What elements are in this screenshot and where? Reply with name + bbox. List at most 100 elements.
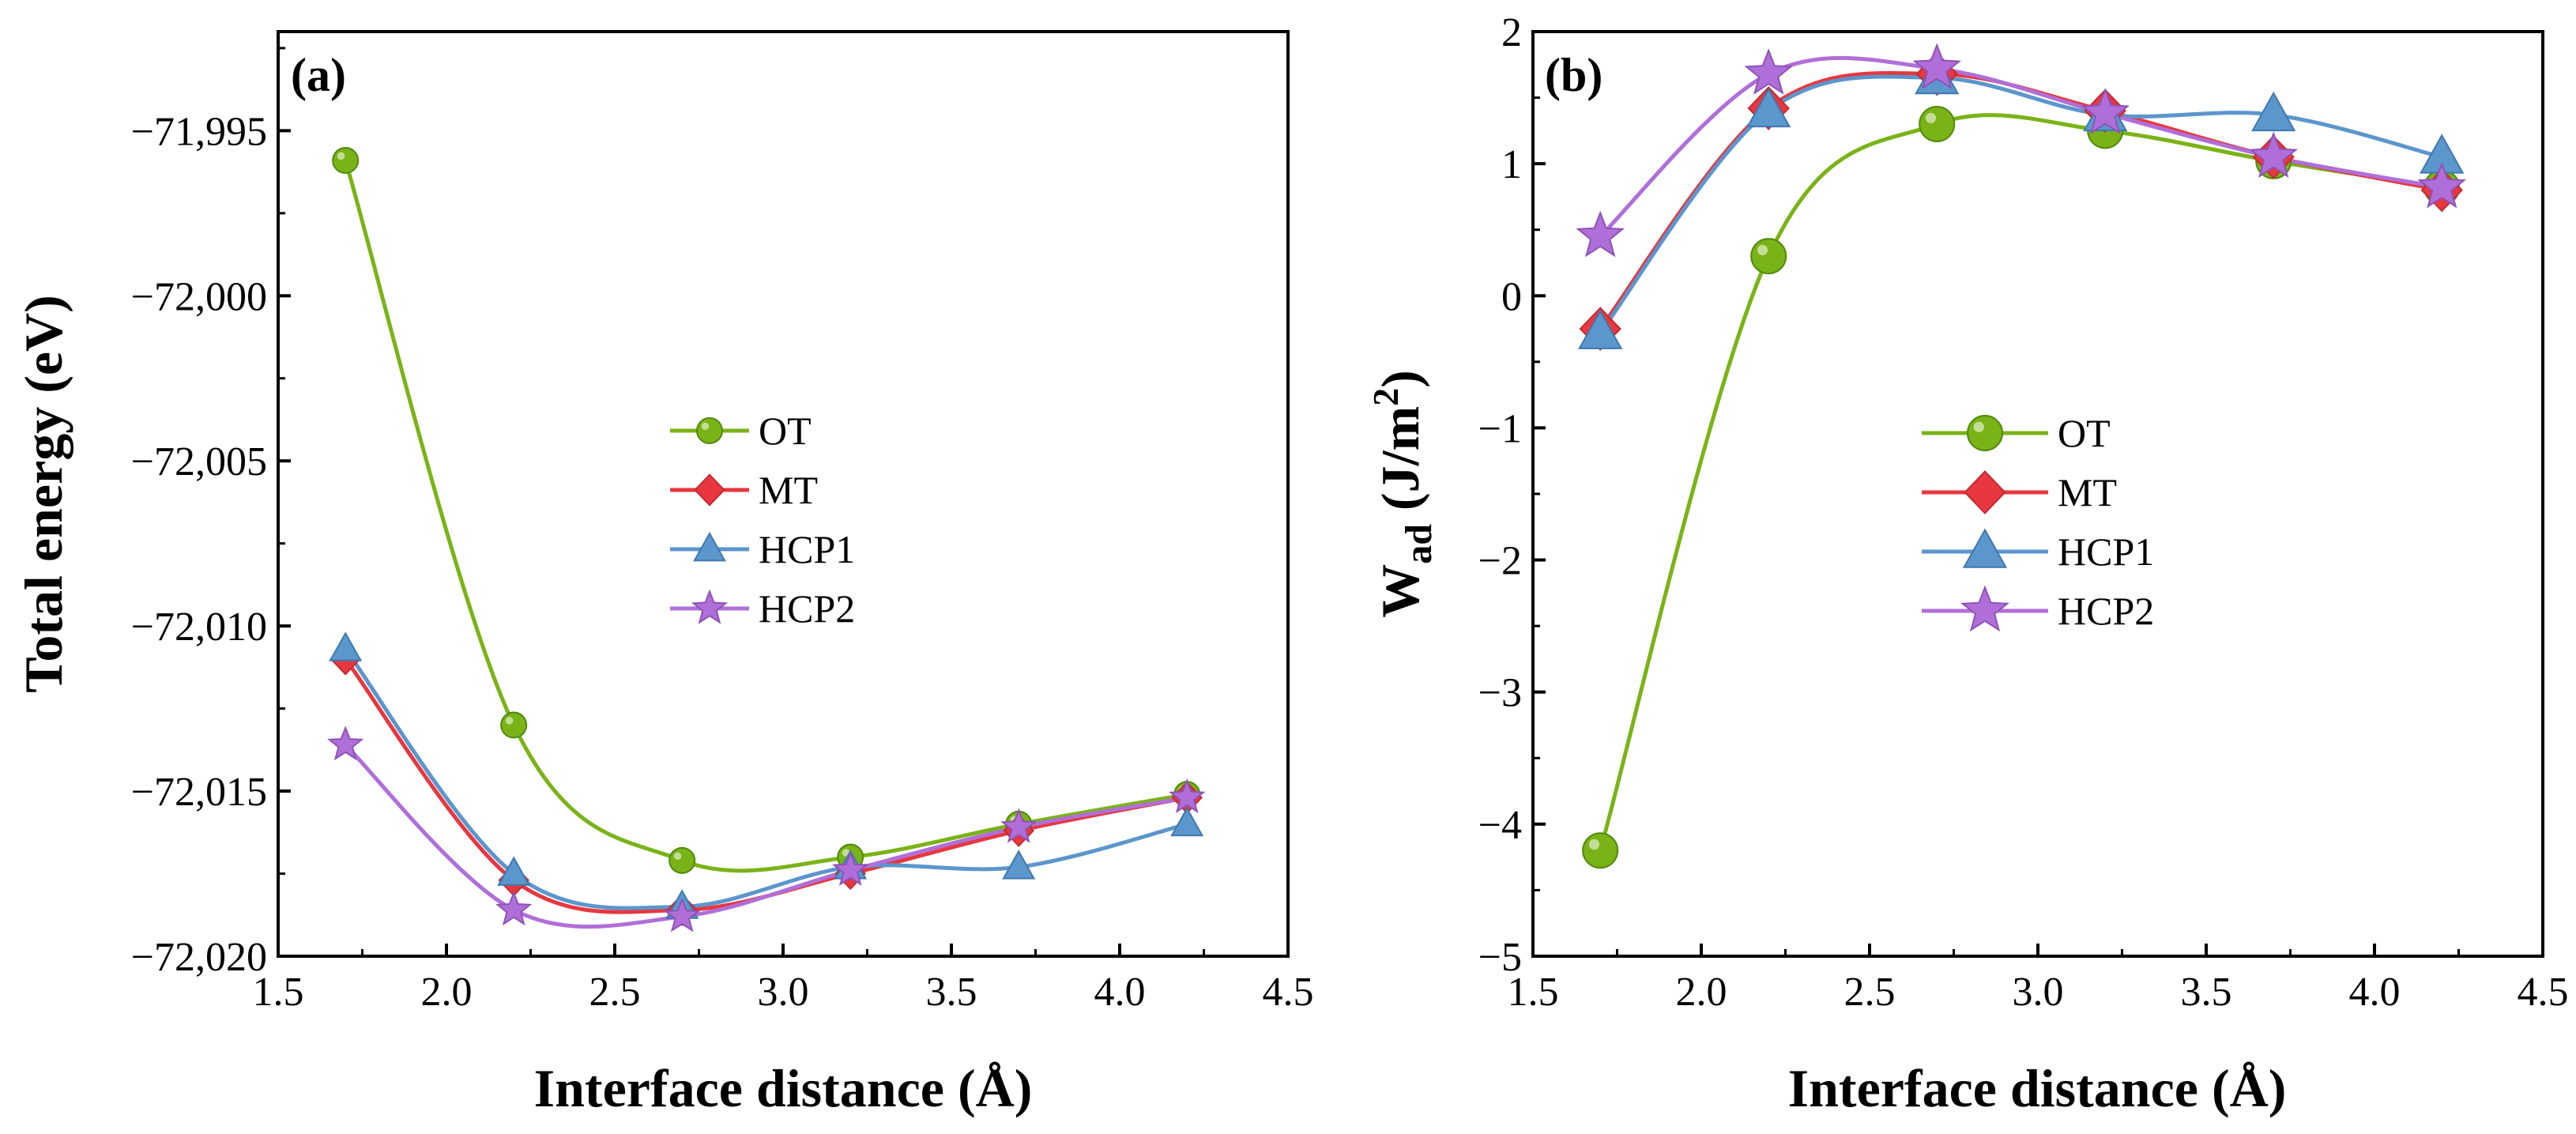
panel-a-y-axis-title: Total energy (eV) [13,295,73,693]
hcp2-point-1 [1744,48,1794,95]
y-tick-label-0: −72,020 [131,935,267,980]
hcp1-point-1 [1746,87,1791,128]
panel-a-x-axis-title: Interface distance (Å) [534,1058,1033,1118]
x-tick-label-5: 4.0 [1094,970,1146,1015]
legend-ot-point-0 [1967,415,2003,451]
x-tick-label-2: 2.5 [589,970,641,1015]
hcp2-series-line [1599,55,2442,238]
panel-b-label: (b) [1545,49,1602,101]
mt-series-markers [330,642,1203,927]
panel-b-y-axis-title-subscript: ad [1398,524,1440,564]
marker-highlight [673,852,682,861]
hcp1-series-markers [1578,54,2465,349]
hcp1-point-0 [1578,309,1623,349]
legend-label-mt: MT [2058,470,2117,514]
hcp1-series-line [1599,74,2442,334]
hcp1-series-markers [329,631,1204,919]
marker-highlight [1757,244,1768,256]
panel-a-chart: 1.5 2.0 2.5 3.0 3.5 4.0 4.5 −72,020 −72,015 −72,… [13,30,1314,1118]
marker-highlight [701,422,710,431]
x-tick-label-6: 4.5 [2518,970,2569,1015]
ot-point-0 [332,146,360,174]
legend-label-hcp2: HCP2 [759,586,855,631]
hcp2-point-3 [2081,88,2130,134]
hcp2-series-markers [327,725,1206,932]
hcp1-series-line [344,647,1188,910]
hcp2-point-2 [664,897,701,932]
x-tick-label-5: 4.0 [2349,970,2401,1015]
hcp2-point-0 [1576,210,1625,258]
marker-highlight [337,152,345,160]
panel-b-legend: OT MT HCP1 HCP2 [1922,411,2154,633]
y-tick-label-2: −72,010 [131,605,267,650]
hcp2-point-5 [1169,778,1206,814]
x-tick-label-4: 3.5 [2181,970,2232,1015]
x-tick-label-3: 3.0 [2013,970,2064,1015]
hcp1-point-1 [497,856,531,886]
panel-b-x-axis-title: Interface distance (Å) [1788,1058,2287,1118]
ot-point-1 [1750,238,1787,275]
x-tick-label-0: 1.5 [253,970,304,1015]
legend-hcp1-point-0 [1962,528,2008,568]
panel-b-y-axis-title-superscript: 2 [1365,388,1406,406]
panel-a-label: (a) [291,49,346,101]
hcp1-point-4 [2251,91,2296,132]
x-tick-label-2: 2.5 [1844,970,1896,1015]
marker-highlight [1588,838,1600,850]
y-tick-label-5: −71,995 [131,109,267,154]
legend-label-ot: OT [759,409,812,453]
legend-hcp2-point-0 [691,589,729,624]
y-tick-label-0: −5 [1478,935,1522,980]
legend-label-hcp2: HCP2 [2058,589,2154,633]
legend-mt-point-0 [694,473,725,507]
ot-point-1 [500,711,528,739]
marker-highlight [505,717,514,725]
x-tick-label-1: 2.0 [421,970,473,1015]
legend-label-ot: OT [2058,411,2111,455]
y-tick-label-2: −3 [1478,671,1522,716]
marker-highlight [1925,112,1937,123]
mt-series-line [344,657,1188,914]
y-tick-label-3: −2 [1478,539,1522,584]
y-tick-label-4: −72,000 [131,274,267,319]
legend-label-hcp1: HCP1 [2058,529,2154,574]
hcp2-series-markers [1576,43,2467,258]
panel-b-y-axis-title-unit: (J/m [1370,406,1430,524]
ot-point-2 [1919,106,1956,142]
hcp1-point-0 [329,631,363,661]
x-tick-label-6: 4.5 [1263,970,1314,1015]
x-tick-label-0: 1.5 [1508,970,1559,1015]
x-tick-label-3: 3.0 [758,970,809,1015]
ot-point-0 [1582,832,1619,869]
ot-series-markers [1582,106,2461,869]
y-tick-label-5: 0 [1501,274,1522,319]
legend-label-mt: MT [759,468,818,512]
hcp2-point-4 [2249,131,2299,179]
legend-ot-point-0 [696,417,723,444]
y-tick-label-4: −1 [1478,406,1522,451]
hcp2-point-4 [1000,808,1038,843]
panel-b-y-axis-title: Wad (J/m2) [1365,370,1440,618]
hcp2-series-line [344,743,1188,929]
ot-point-2 [668,846,696,874]
hcp2-point-5 [2417,161,2467,209]
y-tick-label-6: 1 [1501,142,1522,187]
y-tick-label-7: 2 [1501,10,1522,55]
hcp1-point-5 [1170,806,1204,837]
y-tick-label-3: −72,005 [131,439,267,484]
hcp2-point-3 [832,851,869,887]
x-tick-label-4: 3.5 [926,970,977,1015]
panel-b-y-axis-title-main: W [1370,564,1430,618]
panel-a-legend: OT MT HCP1 HCP2 [670,409,855,631]
y-tick-label-1: −72,015 [131,770,267,815]
y-tick-label-1: −4 [1478,803,1522,848]
panel-b-y-axis-title-close: ) [1370,370,1430,388]
mt-series-line [1599,70,2442,330]
hcp1-point-4 [1002,850,1036,880]
mt-series-markers [1579,51,2463,351]
legend-hcp2-point-0 [1960,585,2009,632]
legend-mt-point-0 [1964,470,2006,514]
legend-hcp1-point-0 [693,531,726,562]
ot-series-line [1598,113,2442,851]
